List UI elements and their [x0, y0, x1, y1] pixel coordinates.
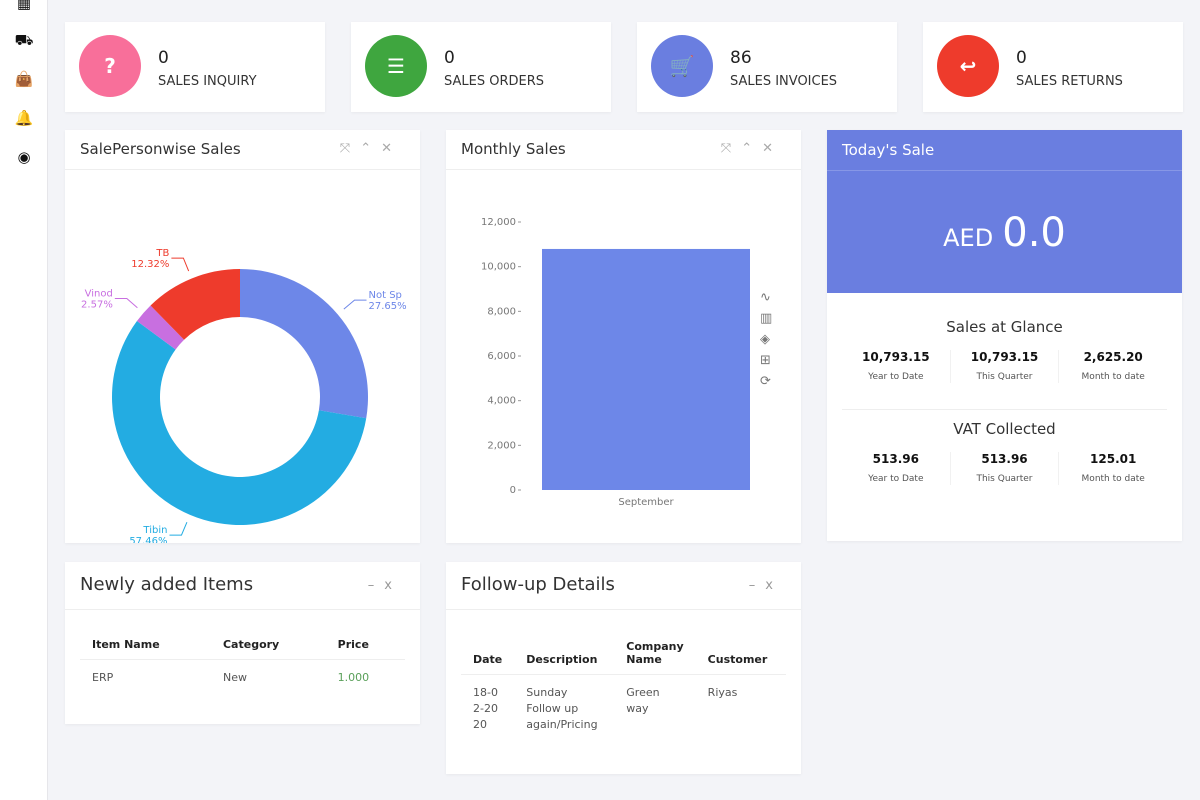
- panel-title: SalePersonwise Sales: [80, 140, 241, 158]
- todays-sale-panel: Today's Sale AED 0.0 Sales at Glance 10,…: [827, 130, 1182, 541]
- slice-percent-label: 57.46%: [129, 536, 167, 543]
- close-icon[interactable]: x: [765, 578, 783, 593]
- slice-vinod[interactable]: [136, 305, 185, 350]
- stat-label: SALES INVOICES: [730, 74, 838, 89]
- user-circle-icon[interactable]: ◉: [17, 148, 31, 166]
- slice-percent-label: 12.32%: [131, 259, 169, 270]
- grid-icon[interactable]: ⊞: [760, 353, 771, 368]
- label-line: [343, 299, 367, 310]
- bar-chart: 0 2,000 4,000 6,000 8,000 10,000 12,000 Septemb…: [481, 217, 750, 508]
- y-tick-label: 8,000: [487, 306, 516, 317]
- x-tick-label: September: [618, 497, 674, 508]
- today-amount: 0.0: [1002, 210, 1066, 256]
- label-line: [171, 257, 190, 272]
- stat-sales-orders[interactable]: ☰ 0 SALES ORDERS: [351, 22, 611, 112]
- close-icon[interactable]: x: [384, 578, 402, 593]
- refresh-icon[interactable]: ⟳: [760, 374, 771, 389]
- collapse-icon[interactable]: ⌃: [741, 141, 763, 156]
- bar-september[interactable]: [542, 248, 750, 490]
- y-tick-label: 6,000: [487, 351, 516, 362]
- close-icon[interactable]: ✕: [381, 141, 402, 156]
- slice-name-label: Vinod: [85, 289, 113, 300]
- slice-tb[interactable]: [150, 269, 240, 340]
- bar-chart-icon[interactable]: ▥: [760, 311, 773, 326]
- table-row[interactable]: ERP New 1.000: [92, 671, 370, 684]
- sidebar: ▦ ⛟ 👜 🔔 ◉: [0, 0, 48, 800]
- items-table: Item Name Category Price ERP New 1.000: [80, 630, 405, 696]
- panel-title: Follow-up Details: [461, 574, 615, 595]
- y-tick-label: 2,000: [487, 440, 516, 451]
- shopping-bag-icon[interactable]: 👜: [14, 70, 34, 88]
- currency: AED: [943, 224, 994, 252]
- vat-title: VAT Collected: [953, 420, 1056, 438]
- slice-name-label: Not Sp: [369, 290, 402, 301]
- panel-title: Monthly Sales: [461, 140, 566, 158]
- y-tick-label: 0: [510, 485, 516, 496]
- dashboard-icon[interactable]: ▦: [16, 0, 32, 12]
- question-icon: ?: [79, 35, 141, 97]
- list-icon: ☰: [365, 35, 427, 97]
- y-tick-label: 10,000: [481, 262, 516, 273]
- slice-tibin[interactable]: [111, 321, 367, 525]
- slice-name-label: TB: [155, 248, 169, 259]
- newly-added-items-panel: Newly added Items –x Item Name Category Pr…: [65, 562, 420, 724]
- stat-value: 0: [444, 48, 455, 68]
- stat-label: SALES ORDERS: [444, 74, 545, 89]
- return-icon: ↩: [937, 35, 999, 97]
- table-row[interactable]: 18-02-2020 Sunday Follow up again/Pricing…: [473, 686, 738, 731]
- line-chart-icon[interactable]: ∿: [760, 290, 771, 305]
- glance-stats: 10,793.15 Year to Date 10,793.15 This Quar…: [842, 350, 1167, 383]
- stat-label: SALES INQUIRY: [158, 74, 257, 89]
- cart-icon: 🛒: [651, 35, 713, 97]
- glance-title: Sales at Glance: [946, 318, 1063, 336]
- stack-icon[interactable]: ◈: [760, 332, 770, 347]
- collapse-icon[interactable]: ⌃: [360, 141, 382, 156]
- followup-table: Date Description Company Name Customer 18-0…: [461, 632, 786, 743]
- slice-percent-label: 2.57%: [81, 300, 113, 311]
- minimize-icon[interactable]: –: [748, 578, 766, 593]
- panel-title: Newly added Items: [80, 574, 254, 595]
- stat-sales-inquiry[interactable]: ? 0 SALES INQUIRY: [65, 22, 325, 112]
- truck-icon[interactable]: ⛟: [14, 31, 34, 49]
- stat-label: SALES RETURNS: [1016, 74, 1123, 89]
- stat-sales-invoices[interactable]: 🛒 86 SALES INVOICES: [637, 22, 897, 112]
- y-tick-label: 12,000: [481, 217, 516, 228]
- y-tick-label: 4,000: [487, 396, 516, 407]
- expand-icon[interactable]: ⤧: [720, 141, 742, 156]
- bell-icon[interactable]: 🔔: [14, 109, 34, 127]
- monthly-sales-panel: Monthly Sales ⤧⌃✕ 0 2,000 4,000 6,000 8,000 1…: [446, 130, 801, 543]
- close-icon[interactable]: ✕: [762, 141, 783, 156]
- follow-up-panel: Follow-up Details –x Date Description Comp…: [446, 562, 801, 774]
- panel-title: Today's Sale: [827, 130, 1182, 171]
- vat-stats: 513.96 Year to Date 513.96 This Quarter 12…: [842, 452, 1167, 485]
- slice-not-sp[interactable]: [240, 269, 368, 419]
- chart-toolbox: ∿ ▥ ◈ ⊞ ⟳: [760, 290, 772, 389]
- label-line: [169, 522, 188, 536]
- stat-value: 0: [1016, 48, 1027, 68]
- stat-sales-returns[interactable]: ↩ 0 SALES RETURNS: [923, 22, 1183, 112]
- salesperson-panel: SalePersonwise Sales ⤧⌃✕ Not Sp 27.65% Tib…: [65, 130, 420, 547]
- stat-value: 0: [158, 48, 169, 68]
- slice-name-label: Tibin: [142, 525, 167, 536]
- stat-value: 86: [730, 48, 752, 68]
- label-line: [114, 298, 138, 309]
- expand-icon[interactable]: ⤧: [339, 141, 361, 156]
- minimize-icon[interactable]: –: [367, 578, 385, 593]
- slice-percent-label: 27.65%: [369, 301, 407, 312]
